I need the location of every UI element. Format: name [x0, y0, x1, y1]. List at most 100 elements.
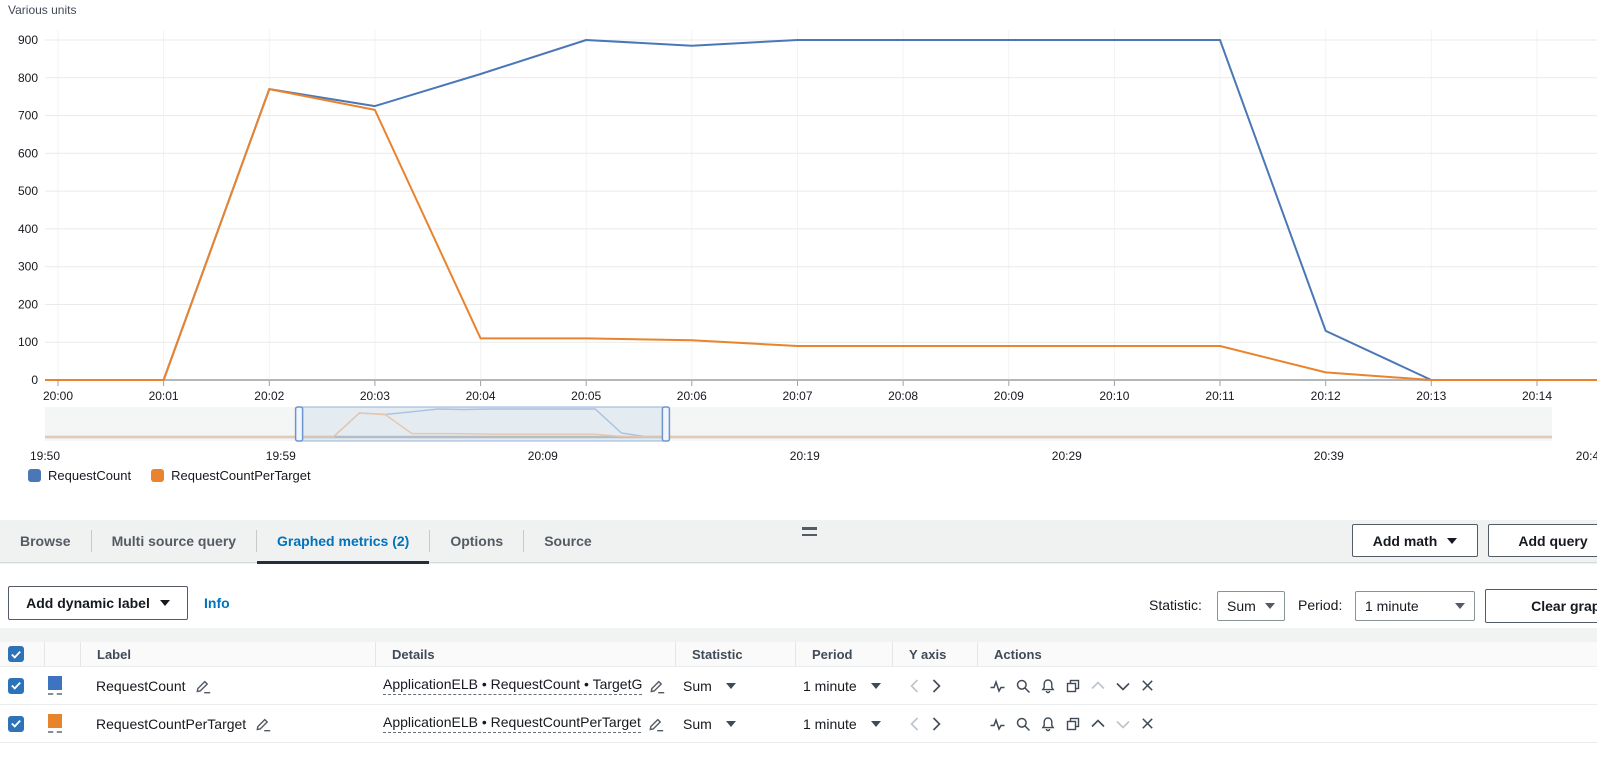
pulse-icon[interactable]	[989, 678, 1006, 694]
move-down-icon[interactable]	[1115, 678, 1131, 694]
chevron-left-icon[interactable]	[910, 716, 919, 731]
row-period-dropdown[interactable]: 1 minute	[795, 716, 892, 732]
svg-text:20:05: 20:05	[571, 389, 601, 403]
info-link[interactable]: Info	[204, 595, 230, 611]
chevron-right-icon[interactable]	[932, 716, 941, 731]
legend-item-requestcount[interactable]: RequestCount	[28, 468, 131, 483]
metric-details-link[interactable]: ApplicationELB • RequestCount • TargetG	[383, 676, 643, 695]
svg-text:700: 700	[18, 109, 38, 123]
edit-pencil-icon[interactable]	[648, 716, 664, 732]
svg-text:20:08: 20:08	[888, 389, 918, 403]
chart-legend: RequestCount RequestCountPerTarget	[28, 468, 311, 483]
svg-text:20:02: 20:02	[254, 389, 284, 403]
pulse-icon[interactable]	[989, 716, 1006, 732]
edit-pencil-icon[interactable]	[255, 716, 271, 732]
add-math-button[interactable]: Add math	[1352, 524, 1478, 557]
caret-down-icon	[870, 682, 881, 689]
caret-down-icon	[725, 720, 736, 727]
remove-icon[interactable]	[1140, 716, 1155, 731]
search-icon[interactable]	[1015, 678, 1031, 694]
tab-graphed-metrics[interactable]: Graphed metrics (2)	[257, 520, 430, 564]
tab-divider	[523, 530, 525, 552]
metric-color-swatch[interactable]	[48, 714, 62, 733]
svg-text:20:11: 20:11	[1205, 389, 1234, 403]
svg-text:20:14: 20:14	[1522, 389, 1552, 403]
edit-pencil-icon[interactable]	[649, 678, 665, 694]
column-header-statistic: Statistic	[675, 642, 795, 666]
legend-label: RequestCount	[48, 468, 132, 483]
brush-right-handle[interactable]	[661, 406, 671, 442]
svg-text:500: 500	[18, 184, 38, 198]
svg-text:20:07: 20:07	[782, 389, 812, 403]
metrics-panel: Browse Multi source query Graphed metric…	[0, 520, 1597, 771]
duplicate-icon[interactable]	[1065, 678, 1081, 694]
panel-resize-handle[interactable]	[802, 527, 818, 537]
svg-text:Various units: Various units	[8, 3, 76, 17]
metrics-chart: 900 800 700 600 500 400 300 200 100 0 20:00 20:01 20…	[8, 3, 1597, 403]
svg-text:900: 900	[18, 33, 38, 47]
add-query-button[interactable]: Add query	[1488, 524, 1597, 557]
svg-text:100: 100	[18, 335, 38, 349]
metric-color-swatch[interactable]	[48, 676, 62, 695]
tab-source[interactable]: Source	[544, 533, 592, 549]
statistic-select[interactable]: Sum	[1217, 591, 1285, 621]
select-all-checkbox[interactable]	[8, 646, 24, 662]
svg-text:800: 800	[18, 71, 38, 85]
tab-divider	[256, 530, 258, 552]
row-period-dropdown[interactable]: 1 minute	[795, 678, 892, 694]
caret-down-icon	[870, 720, 881, 727]
row-statistic-dropdown[interactable]: Sum	[675, 716, 795, 732]
svg-text:20:13: 20:13	[1416, 389, 1446, 403]
row-statistic-dropdown[interactable]: Sum	[675, 678, 795, 694]
metric-label: RequestCount	[96, 677, 186, 694]
move-up-icon[interactable]	[1090, 716, 1106, 732]
tab-divider	[429, 530, 431, 552]
table-row: RequestCountPerTarget ApplicationELB • R…	[0, 705, 1597, 743]
caret-down-icon	[1455, 603, 1465, 609]
svg-text:20:00: 20:00	[43, 389, 73, 403]
check-icon	[11, 681, 21, 690]
table-header-row: Label Details Statistic Period Y axis Ac…	[0, 642, 1597, 667]
row-checkbox[interactable]	[8, 677, 24, 694]
svg-text:19:59: 19:59	[266, 449, 296, 463]
table-top-strip	[0, 628, 1597, 642]
svg-text:20:09: 20:09	[528, 449, 558, 463]
svg-text:20:04: 20:04	[466, 389, 496, 403]
clear-graph-button[interactable]: Clear graph	[1485, 589, 1597, 623]
svg-text:400: 400	[18, 222, 38, 236]
remove-icon[interactable]	[1140, 678, 1155, 693]
tab-options[interactable]: Options	[450, 533, 504, 549]
chevron-left-icon[interactable]	[910, 678, 919, 693]
brush-selection[interactable]	[298, 406, 667, 442]
tab-multi-source-query[interactable]: Multi source query	[111, 533, 237, 549]
move-down-icon[interactable]	[1115, 716, 1131, 732]
column-header-period: Period	[795, 642, 892, 666]
row-checkbox[interactable]	[8, 715, 24, 732]
search-icon[interactable]	[1015, 716, 1031, 732]
alarm-bell-icon[interactable]	[1040, 678, 1056, 694]
add-dynamic-label-button[interactable]: Add dynamic label	[8, 586, 188, 620]
legend-swatch	[28, 469, 41, 482]
brush-left-handle[interactable]	[294, 406, 304, 442]
column-header-color	[44, 642, 80, 666]
svg-text:20:29: 20:29	[1052, 449, 1082, 463]
column-header-label: Label	[80, 642, 375, 666]
svg-text:20:19: 20:19	[790, 449, 820, 463]
column-header-details: Details	[375, 642, 675, 666]
chevron-right-icon[interactable]	[932, 678, 941, 693]
alarm-bell-icon[interactable]	[1040, 716, 1056, 732]
legend-item-requestcountpertarget[interactable]: RequestCountPerTarget	[151, 468, 311, 483]
period-select[interactable]: 1 minute	[1355, 591, 1475, 621]
svg-text:600: 600	[18, 146, 38, 160]
svg-text:300: 300	[18, 260, 38, 274]
svg-text:19:50: 19:50	[30, 449, 60, 463]
duplicate-icon[interactable]	[1065, 716, 1081, 732]
edit-pencil-icon[interactable]	[195, 678, 211, 694]
tab-bar: Browse Multi source query Graphed metric…	[0, 520, 1597, 564]
metric-details-link[interactable]: ApplicationELB • RequestCountPerTarget	[383, 714, 641, 733]
svg-text:20:01: 20:01	[149, 389, 179, 403]
timeline-brush[interactable]: 19:50 19:59 20:09 20:19 20:29 20:39 20:49	[0, 405, 1597, 467]
tab-browse[interactable]: Browse	[20, 533, 71, 549]
move-up-icon[interactable]	[1090, 678, 1106, 694]
